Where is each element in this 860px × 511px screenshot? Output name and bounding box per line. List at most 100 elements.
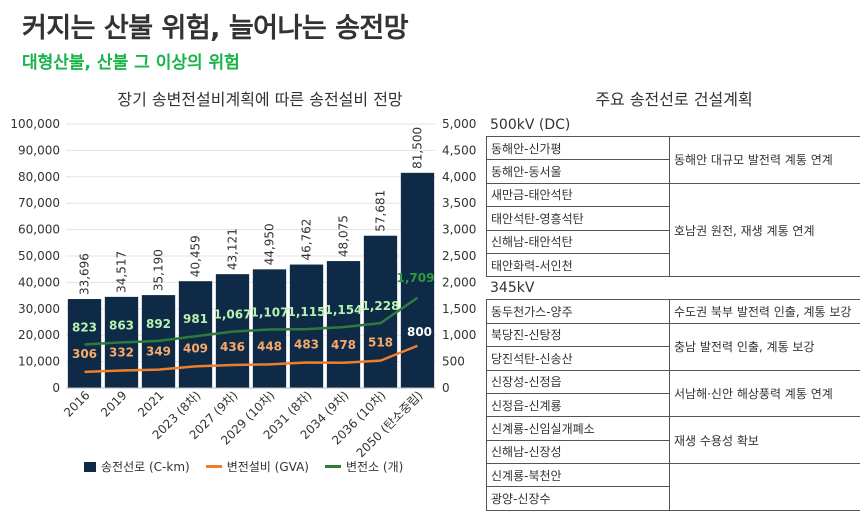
chart-title: 장기 송변전설비계획에 따른 송전설비 전망: [60, 86, 460, 110]
x-tick-label: 2019: [98, 388, 129, 419]
chart-legend: 송전선로 (C-km) 변전설비 (GVA) 변전소 (개): [84, 458, 403, 475]
substation-value-label: 1,107: [251, 306, 289, 320]
line-name: 신계룡-북천안: [487, 464, 670, 487]
y-right-tick-label: 500: [442, 355, 465, 369]
line-name: 신정읍-신계룡: [487, 393, 670, 416]
line-name: 신계룡-신임실개폐소: [487, 417, 670, 440]
gva-value-label: 306: [72, 347, 97, 361]
y-left-tick-label: 20,000: [18, 328, 60, 342]
gva-value-label: 448: [257, 339, 282, 353]
line-purpose: 재생 수용성 확보: [670, 417, 860, 464]
line-name: 당진석탄-신송산: [487, 347, 670, 370]
gva-value-label: 349: [146, 345, 171, 359]
y-right-tick-label: 5,000: [442, 117, 476, 131]
y-left-tick-label: 80,000: [18, 170, 60, 184]
legend-item-substations: 변전소 (개): [325, 458, 403, 475]
page-subtitle: 대형산불, 산불 그 이상의 위험: [22, 48, 240, 73]
bar-value-label: 34,517: [115, 251, 129, 293]
line-name: 새만금-태안석탄: [487, 183, 670, 206]
gva-value-label: 518: [368, 336, 393, 350]
legend-label-lines: 송전선로 (C-km): [101, 458, 190, 475]
y-right-tick-label: 3,500: [442, 196, 476, 210]
substation-value-label: 823: [72, 321, 97, 335]
y-left-tick-label: 10,000: [18, 355, 60, 369]
legend-swatch-lines: [84, 462, 96, 472]
table-title: 주요 송전선로 건설계획: [488, 86, 860, 110]
y-right-tick-label: 4,000: [442, 170, 476, 184]
legend-label-substations: 변전소 (개): [346, 458, 403, 475]
bar-value-label: 44,950: [263, 223, 277, 265]
bar: [327, 261, 360, 388]
substation-value-label: 1,228: [362, 299, 400, 313]
substation-value-label: 892: [146, 317, 171, 331]
gva-value-label: 800: [407, 325, 432, 339]
gva-value-label: 478: [331, 338, 356, 352]
legend-swatch-gva: [206, 465, 222, 468]
line-name: 광양-신장수: [487, 487, 670, 510]
x-tick-label: 2016: [61, 388, 92, 419]
line-name: 태안석탄-영흥석탄: [487, 207, 670, 230]
y-left-tick-label: 60,000: [18, 223, 60, 237]
y-right-tick-label: 1,000: [442, 328, 476, 342]
y-right-tick-label: 2,500: [442, 249, 476, 263]
y-right-tick-label: 3,000: [442, 223, 476, 237]
line-name: 태안화력-서인천: [487, 253, 670, 276]
y-right-tick-label: 4,500: [442, 143, 476, 157]
x-tick-label: 2021: [135, 388, 166, 419]
line-purpose: 동해안 대규모 발전력 계통 연계: [670, 137, 860, 184]
line-purpose: 서남해·신안 해상풍력 계통 연계: [670, 370, 860, 417]
bar-value-label: 43,121: [226, 228, 240, 270]
y-left-tick-label: 50,000: [18, 249, 60, 263]
bar-value-label: 35,190: [152, 249, 166, 291]
y-left-tick-label: 100,000: [10, 117, 60, 131]
substation-value-label: 863: [109, 318, 134, 332]
line-purpose: 호남권 원전, 재생 계통 연계: [670, 183, 860, 277]
transmission-chart: 0 10,000 20,000 30,000 40,000 50,000 60,000 70,…: [0, 110, 486, 460]
line-purpose: 충남 발전력 인출, 계통 보강: [670, 323, 860, 370]
y-right-tick-label: 1,500: [442, 302, 476, 316]
y-left-tick-label: 0: [52, 381, 60, 395]
line-name: 동해안-동서울: [487, 160, 670, 183]
line-name: 동해안-신가평: [487, 137, 670, 160]
section-heading-500kv: 500kV (DC): [486, 114, 860, 136]
bar-value-label: 40,459: [189, 235, 203, 277]
y-left-tick-label: 40,000: [18, 275, 60, 289]
substation-value-label: 1,067: [214, 308, 252, 322]
gva-value-label: 483: [294, 337, 319, 351]
line-name: 신해남-신장성: [487, 440, 670, 463]
substation-value-label: 1,115: [288, 305, 326, 319]
gva-value-label: 332: [109, 345, 134, 359]
bar-value-label: 46,762: [300, 219, 314, 261]
line-purpose: [670, 464, 860, 511]
bar-value-label: 48,075: [337, 215, 351, 257]
legend-item-gva: 변전설비 (GVA): [206, 458, 309, 475]
legend-swatch-substations: [325, 465, 341, 468]
section-heading-345kv: 345kV: [486, 277, 860, 299]
y-left-tick-label: 70,000: [18, 196, 60, 210]
bar-value-label: 33,696: [78, 253, 92, 295]
table-row: 신계룡-북천안: [487, 464, 860, 487]
page-title: 커지는 산불 위험, 늘어나는 송전망: [22, 6, 408, 45]
substation-value-label: 1,154: [325, 303, 363, 317]
y-right-tick-label: 2,000: [442, 275, 476, 289]
x-tick-label: 2050 (탄소중립): [354, 388, 426, 460]
line-name: 북당진-신탕정: [487, 323, 670, 346]
y-left-tick-label: 30,000: [18, 302, 60, 316]
gva-value-label: 409: [183, 341, 208, 355]
bar-value-label: 81,500: [411, 127, 425, 169]
bar-value-label: 57,681: [374, 190, 388, 232]
substation-value-label: 981: [183, 312, 208, 326]
gva-value-label: 436: [220, 340, 245, 354]
bar: [290, 265, 323, 388]
line-name: 동두천가스-양주: [487, 300, 670, 323]
line-name: 신해남-태안석탄: [487, 230, 670, 253]
substation-value-label: 1,709: [397, 271, 435, 285]
